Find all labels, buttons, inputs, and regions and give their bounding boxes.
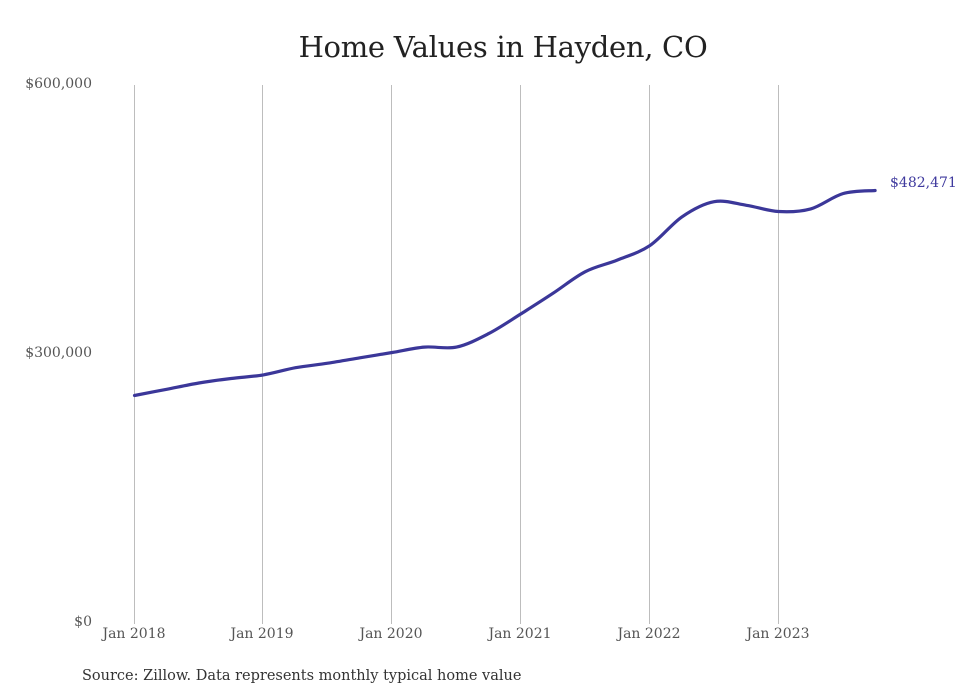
chart-title: Home Values in Hayden, CO <box>298 30 708 64</box>
source-note: Source: Zillow. Data represents monthly … <box>82 668 522 684</box>
y-tick-0: $0 <box>74 614 92 630</box>
end-value-label: $482,471 <box>890 175 957 191</box>
x-tick-jan-2020: Jan 2020 <box>359 626 423 642</box>
gridlines <box>134 85 779 624</box>
x-tick-jan-2023: Jan 2023 <box>746 626 810 642</box>
x-tick-jan-2021: Jan 2021 <box>488 626 552 642</box>
y-tick-300000: $300,000 <box>25 345 92 361</box>
home-value-line <box>132 188 877 398</box>
y-tick-600000: $600,000 <box>25 76 92 92</box>
x-tick-jan-2018: Jan 2018 <box>102 626 166 642</box>
x-tick-jan-2019: Jan 2019 <box>230 626 294 642</box>
x-tick-jan-2022: Jan 2022 <box>617 626 681 642</box>
